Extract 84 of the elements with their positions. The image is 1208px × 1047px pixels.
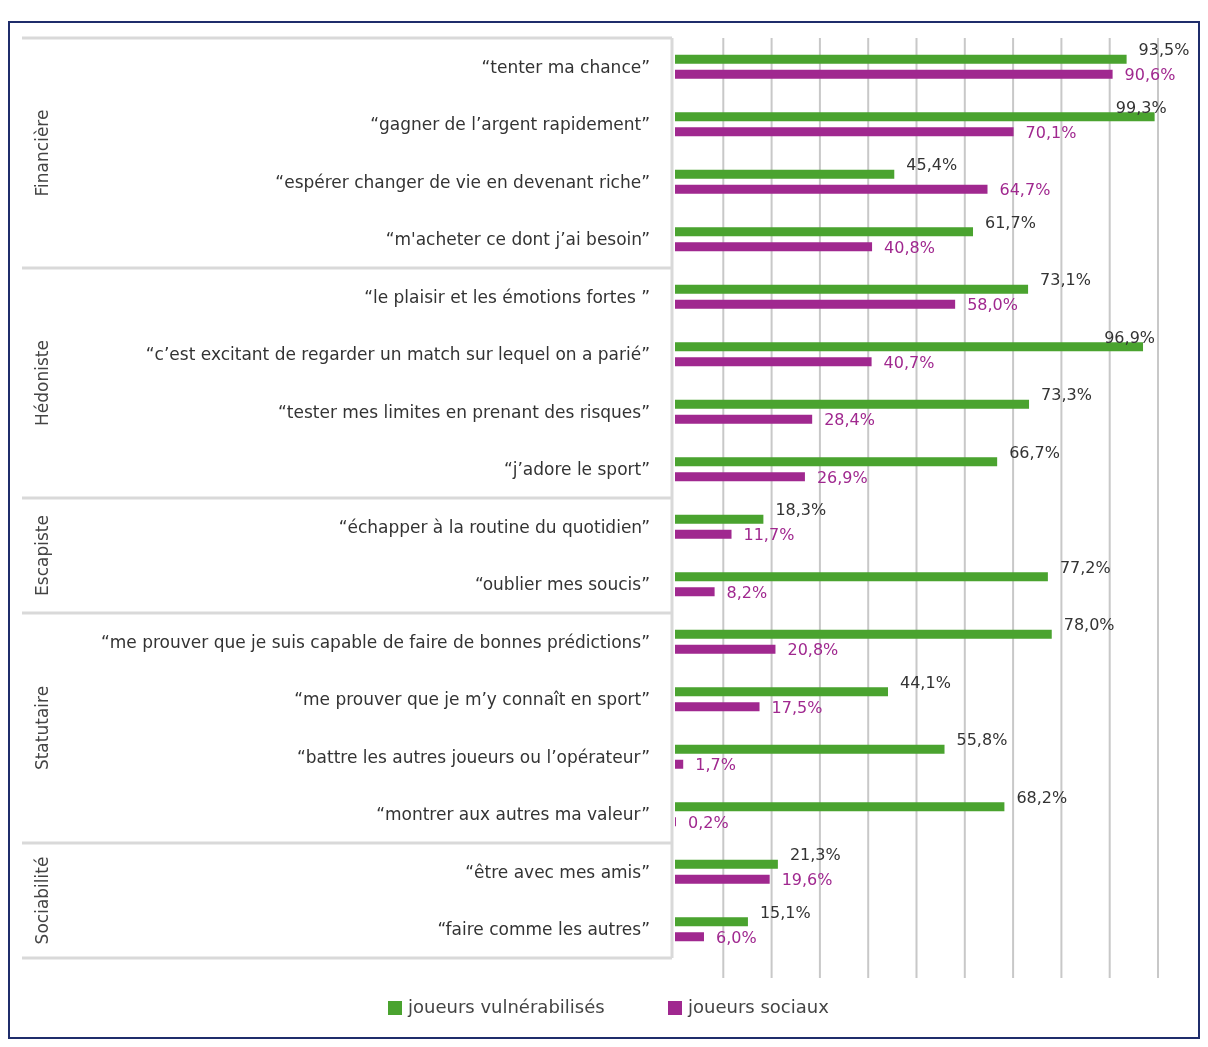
y-tick-label: “oublier mes soucis” [475, 574, 650, 595]
data-label: 18,3% [775, 500, 827, 520]
text: Financière [32, 109, 52, 197]
y-tick-label: “tenter ma chance” [481, 56, 650, 77]
bar [675, 184, 988, 194]
y-tick-label: “me prouver que je suis capable de faire de bonnes prédictions” [100, 631, 650, 652]
data-label: 20,8% [787, 640, 839, 660]
data-label: 70,1% [1025, 122, 1077, 142]
data-label: 17,5% [771, 697, 823, 717]
bar [675, 514, 764, 524]
data-label: 21,3% [789, 845, 841, 865]
data-label: 58,0% [967, 295, 1018, 315]
y-tick-label: “échapper à la routine du quotidien” [338, 516, 650, 537]
data-label: 77,2% [1059, 557, 1111, 577]
y-tick-label: “me prouver que je m’y connaît en sport” [294, 689, 650, 710]
bar [675, 169, 895, 179]
data-label: 40,7% [883, 352, 935, 372]
y-tick-label: “espérer changer de vie en devenant riche” [275, 171, 650, 192]
bar [675, 54, 1127, 64]
data-label: 96,9% [1104, 327, 1156, 347]
data-label: 40,8% [884, 237, 935, 257]
text: Hédoniste [32, 340, 52, 426]
data-label: 93,5% [1138, 40, 1190, 60]
y-tick-label: “tester mes limites en prenant des risques” [277, 401, 650, 422]
data-label: 55,8% [956, 730, 1008, 750]
data-label: 66,7% [1009, 442, 1060, 462]
data-label: 45,4% [906, 155, 958, 175]
data-label: 6,0% [715, 927, 757, 947]
bar [675, 242, 873, 252]
y-tick-label: “c’est excitant de regarder un match sur lequel on a parié” [145, 344, 650, 365]
text: Statutaire [32, 685, 52, 771]
data-label: 0,2% [687, 812, 729, 832]
legend-label: joueurs vulnérabilisés [407, 996, 605, 1017]
y-tick-label: “montrer aux autres ma valeur” [376, 804, 650, 825]
data-label: 11,7% [743, 525, 795, 545]
y-tick-label: “battre les autres joueurs ou l’opérateur” [296, 746, 650, 767]
data-label: 28,4% [824, 410, 875, 430]
data-label: 61,7% [985, 212, 1036, 232]
data-label: 73,3% [1041, 385, 1092, 405]
text: Sociabilité [32, 856, 52, 945]
bar [675, 357, 872, 367]
bar [675, 457, 998, 467]
data-label: 78,0% [1063, 615, 1115, 635]
bar [675, 644, 776, 654]
bar [675, 759, 684, 769]
bar [675, 802, 1005, 812]
y-tick-label: “le plaisir et les émotions fortes ” [364, 286, 650, 307]
bar [675, 917, 748, 927]
bar [675, 414, 813, 424]
text: Escapiste [32, 515, 52, 596]
bar [675, 399, 1030, 409]
bar [675, 587, 715, 597]
data-label: 68,2% [1016, 787, 1068, 807]
y-tick-label: “faire comme les autres” [437, 919, 650, 940]
bar [675, 529, 732, 539]
bar [675, 629, 1052, 639]
bar [675, 744, 945, 754]
bar [675, 932, 704, 942]
data-label: 44,1% [900, 672, 951, 692]
data-label: 99,3% [1115, 97, 1167, 117]
y-tick-label: “être avec mes amis” [465, 861, 650, 882]
bar [675, 859, 778, 869]
legend-label: joueurs sociaux [687, 996, 830, 1017]
bar [675, 284, 1029, 294]
data-label: 73,1% [1040, 270, 1091, 290]
data-label: 15,1% [759, 902, 811, 922]
data-label: 26,9% [816, 467, 868, 487]
bar [675, 127, 1014, 137]
y-tick-label: “m'acheter ce dont j’ai besoin” [385, 229, 650, 250]
bar [675, 299, 956, 309]
data-label: 19,6% [781, 870, 833, 890]
bar [675, 227, 974, 237]
data-label: 1,7% [695, 755, 736, 775]
bar [675, 702, 760, 712]
data-label: 90,6% [1124, 65, 1176, 85]
bar [675, 472, 805, 482]
data-label: 8,2% [726, 582, 768, 602]
bar [675, 69, 1113, 79]
bar [675, 874, 770, 884]
bar [675, 572, 1048, 582]
y-tick-label: “gagner de l’argent rapidement” [370, 114, 650, 135]
bar [675, 687, 888, 697]
data-label: 64,7% [999, 180, 1051, 200]
y-tick-label: “j’adore le sport” [503, 459, 650, 480]
